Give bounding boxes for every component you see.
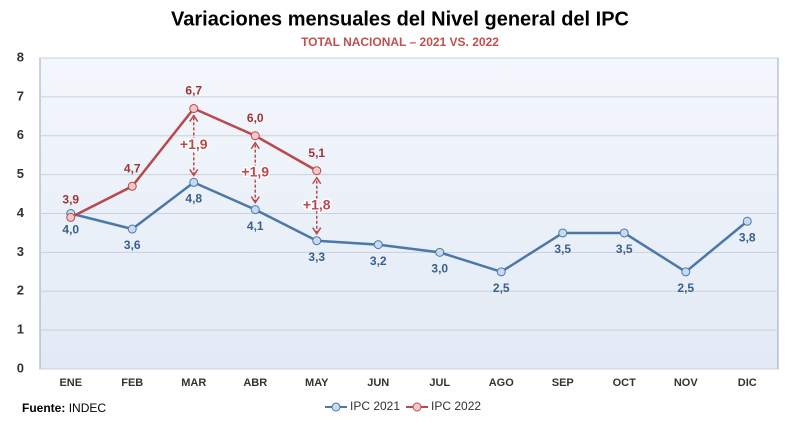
- y-tick-label: 1: [17, 322, 24, 337]
- legend-label: IPC 2022: [431, 399, 481, 413]
- x-tick-label: MAY: [305, 377, 329, 389]
- x-tick-label: ABR: [243, 377, 267, 389]
- data-point: [558, 228, 568, 238]
- y-tick-label: 7: [17, 88, 24, 103]
- x-tick-label: JUN: [367, 377, 389, 389]
- data-label: 6,0: [247, 111, 264, 125]
- data-label: 6,7: [185, 84, 202, 98]
- y-tick-label: 4: [17, 205, 25, 220]
- data-point: [66, 212, 76, 222]
- y-tick-label: 8: [17, 49, 24, 64]
- data-point: [189, 104, 199, 114]
- data-label: 3,3: [308, 250, 325, 264]
- data-point: [127, 181, 137, 191]
- data-label: 3,2: [370, 254, 387, 268]
- data-point: [312, 236, 322, 246]
- data-label: 4,0: [62, 223, 79, 237]
- data-label: 3,5: [616, 242, 633, 256]
- chart-subtitle: TOTAL NACIONAL – 2021 VS. 2022: [301, 35, 499, 49]
- y-tick-label: 5: [17, 166, 24, 181]
- x-tick-label: MAR: [181, 377, 206, 389]
- data-point: [373, 240, 383, 250]
- data-label: 2,5: [493, 281, 510, 295]
- data-label: 3,0: [431, 262, 448, 276]
- data-point: [681, 267, 691, 277]
- arrow-head: [189, 168, 199, 177]
- arrow-head: [189, 114, 199, 122]
- y-tick-label: 0: [17, 360, 24, 375]
- data-label: 4,8: [185, 192, 202, 206]
- data-label: 3,6: [124, 238, 141, 252]
- y-tick-label: 6: [17, 127, 24, 142]
- data-label: 2,5: [677, 281, 694, 295]
- x-tick-label: JUL: [429, 377, 450, 389]
- y-tick-label: 2: [17, 283, 24, 298]
- data-point: [250, 205, 260, 215]
- data-label: 5,1: [308, 146, 325, 160]
- x-tick-label: AGO: [489, 377, 515, 389]
- data-point: [312, 166, 322, 176]
- series-line: [70, 180, 749, 274]
- data-point: [127, 224, 137, 234]
- source-value: INDEC: [69, 401, 107, 415]
- x-tick-label: FEB: [121, 377, 143, 389]
- data-point: [435, 247, 445, 257]
- legend-label: IPC 2021: [350, 399, 400, 413]
- data-point: [250, 131, 260, 141]
- y-tick-label: 3: [17, 244, 24, 259]
- source-label: Fuente:: [22, 401, 65, 415]
- x-tick-label: OCT: [613, 377, 637, 389]
- x-tick-label: NOV: [674, 377, 699, 389]
- x-tick-label: SEP: [552, 377, 574, 389]
- data-point: [619, 228, 629, 238]
- annotation: +1,9: [180, 136, 208, 152]
- data-point: [189, 177, 199, 187]
- x-tick-label: DIC: [738, 377, 757, 389]
- legend-marker: [331, 402, 341, 412]
- arrow-head: [250, 196, 260, 204]
- x-tick-label: ENE: [59, 377, 82, 389]
- data-label: 3,8: [739, 230, 756, 244]
- arrow-head: [250, 141, 260, 150]
- data-label: 3,5: [554, 242, 571, 256]
- annotation: +1,9: [241, 163, 269, 179]
- data-label: 4,7: [124, 161, 141, 175]
- data-label: 4,1: [247, 219, 264, 233]
- legend-marker: [412, 402, 422, 412]
- data-point: [496, 267, 506, 277]
- source: Fuente: INDEC: [22, 401, 106, 415]
- data-point: [742, 216, 752, 226]
- chart-title: Variaciones mensuales del Nivel general …: [171, 8, 629, 30]
- arrow-head: [312, 227, 322, 236]
- annotation: +1,8: [303, 196, 331, 212]
- data-label: 3,9: [62, 193, 79, 207]
- arrow-head: [312, 176, 322, 185]
